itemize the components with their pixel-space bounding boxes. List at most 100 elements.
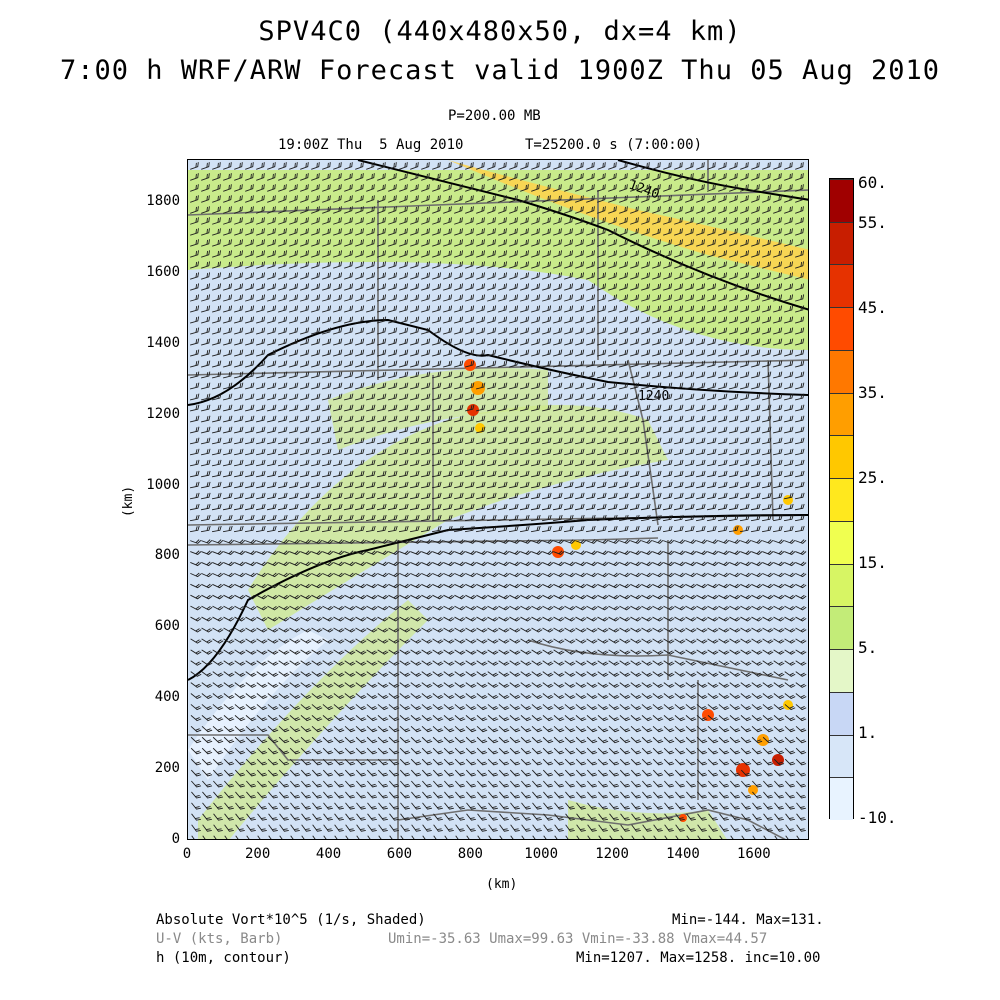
- wind-barb: [542, 250, 551, 258]
- wind-barb: [289, 261, 298, 269]
- wind-barb: [575, 173, 584, 181]
- wind-barb: [718, 184, 727, 192]
- wind-barb: [553, 173, 562, 181]
- wind-barb: [498, 239, 507, 247]
- wind-barb: [223, 195, 232, 203]
- wind-barb: [410, 239, 419, 247]
- y-tick-label: 800: [154, 547, 180, 564]
- wind-barb: [388, 239, 397, 247]
- wind-barb: [630, 250, 639, 258]
- vorticity-band-southwest: [198, 600, 428, 839]
- colorbar-segment: [830, 392, 853, 436]
- wind-barb: [498, 228, 507, 236]
- wind-barb: [696, 173, 705, 181]
- wind-barb: [707, 239, 716, 247]
- wind-barb: [366, 217, 375, 225]
- wind-barb: [696, 250, 705, 258]
- wind-barb: [366, 184, 375, 192]
- wind-barb: [245, 173, 254, 181]
- wind-barb: [333, 162, 342, 170]
- wind-barb: [399, 261, 408, 269]
- wind-barb: [322, 173, 331, 181]
- wind-barb: [190, 228, 199, 236]
- wind-barb: [311, 206, 320, 214]
- wind-barb: [256, 184, 265, 192]
- wind-barb: [586, 228, 595, 236]
- wind-barb: [773, 173, 782, 181]
- wind-barb: [762, 162, 771, 170]
- wind-barb: [718, 228, 727, 236]
- wind-barb: [322, 206, 331, 214]
- wind-barb: [487, 206, 496, 214]
- field3-stats: Min=1207. Max=1258. inc=10.00: [576, 950, 821, 966]
- wind-barb: [795, 195, 804, 203]
- wind-barb: [432, 239, 441, 247]
- wind-barb: [256, 261, 265, 269]
- wind-barb: [311, 162, 320, 170]
- wind-barb: [553, 228, 562, 236]
- wind-barb: [553, 206, 562, 214]
- wind-barb: [652, 173, 661, 181]
- wind-barb: [344, 173, 353, 181]
- wind-barb: [245, 162, 254, 170]
- wind-barb: [608, 228, 617, 236]
- wind-barb: [630, 217, 639, 225]
- wind-barb: [729, 228, 738, 236]
- wind-barb: [762, 206, 771, 214]
- wind-barb: [377, 173, 386, 181]
- wind-barb: [322, 239, 331, 247]
- wind-barb: [322, 228, 331, 236]
- wind-barb: [289, 228, 298, 236]
- wind-barb: [234, 250, 243, 258]
- wind-barb: [652, 261, 661, 269]
- wind-barb: [553, 261, 562, 269]
- wind-barb: [608, 173, 617, 181]
- wind-barb: [641, 261, 650, 269]
- wind-barb: [652, 239, 661, 247]
- wind-barb: [619, 239, 628, 247]
- wind-barb: [377, 261, 386, 269]
- wind-barb: [366, 272, 376, 280]
- wind-barb: [432, 250, 441, 258]
- wind-barb: [718, 162, 727, 170]
- wind-barb: [597, 217, 606, 225]
- wind-barb: [641, 228, 650, 236]
- wind-barb: [663, 162, 672, 170]
- wind-barb: [223, 250, 232, 258]
- wind-barb: [465, 239, 474, 247]
- wind-barb: [597, 184, 606, 192]
- wind-barb: [586, 162, 595, 170]
- wind-barb: [454, 250, 463, 258]
- wind-barb: [520, 217, 529, 225]
- wind-barb: [300, 184, 309, 192]
- wind-barb: [784, 195, 793, 203]
- wind-barb: [355, 239, 364, 247]
- wind-barb: [454, 261, 463, 269]
- wind-barb: [487, 217, 496, 225]
- wind-barb: [267, 195, 276, 203]
- wind-barb: [234, 195, 243, 203]
- wind-barb: [740, 228, 749, 236]
- colorbar-segment: [830, 734, 853, 778]
- wind-barb: [212, 261, 221, 269]
- wind-barb: [630, 195, 639, 203]
- wind-barb: [333, 239, 342, 247]
- wind-barb: [762, 195, 771, 203]
- wind-barb: [663, 239, 672, 247]
- wind-barb: [355, 217, 364, 225]
- wind-barb: [476, 173, 485, 181]
- wind-barb: [465, 261, 474, 269]
- wind-barb: [300, 217, 309, 225]
- map-plot-area: 1240 1240: [187, 159, 809, 840]
- wind-barb: [663, 217, 672, 225]
- wind-barb: [245, 195, 254, 203]
- wind-barb: [465, 206, 474, 214]
- wind-barb: [267, 228, 276, 236]
- wind-barb: [795, 217, 804, 225]
- wind-barbs: [189, 162, 807, 839]
- wind-barb: [476, 228, 485, 236]
- wind-barb: [443, 173, 452, 181]
- convective-cells: [464, 359, 793, 822]
- wind-barb: [487, 239, 496, 247]
- wind-barb: [531, 239, 540, 247]
